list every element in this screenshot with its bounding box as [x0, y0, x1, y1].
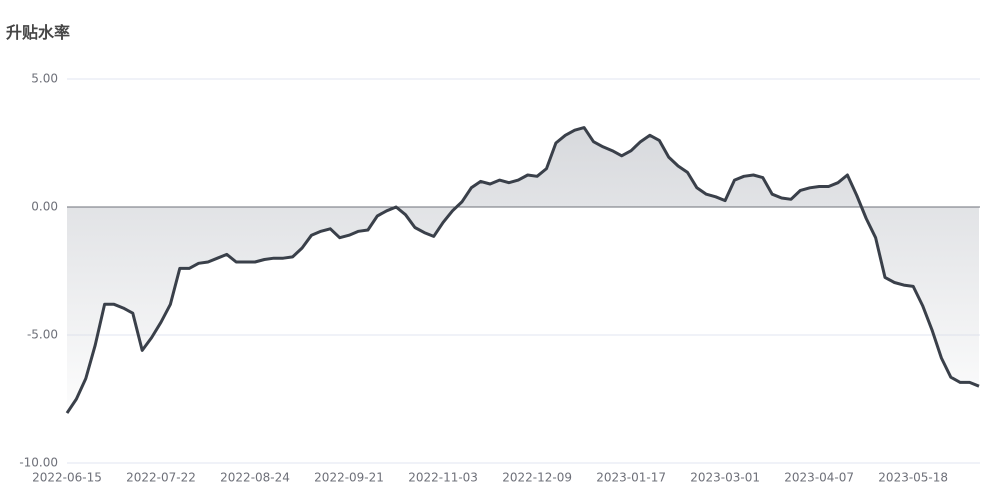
x-tick-label: 2023-03-01 — [690, 471, 760, 485]
x-tick-label: 2022-06-15 — [32, 471, 102, 485]
y-tick-label: 0.00 — [31, 200, 58, 214]
y-tick-label: -5.00 — [27, 328, 58, 342]
x-tick-label: 2022-07-22 — [126, 471, 196, 485]
x-tick-label: 2022-11-03 — [408, 471, 478, 485]
x-tick-label: 2022-12-09 — [502, 471, 572, 485]
x-tick-label: 2022-08-24 — [220, 471, 290, 485]
x-tick-label: 2023-05-18 — [878, 471, 948, 485]
x-tick-label: 2023-01-17 — [596, 471, 666, 485]
x-tick-label: 2023-04-07 — [784, 471, 854, 485]
line — [65, 126, 980, 414]
x-tick-label: 2022-09-21 — [314, 471, 384, 485]
chart-title: 升贴水率 — [6, 23, 70, 42]
y-tick-label: -10.00 — [19, 456, 58, 470]
y-tick-label: 5.00 — [31, 72, 58, 86]
area — [67, 127, 979, 414]
